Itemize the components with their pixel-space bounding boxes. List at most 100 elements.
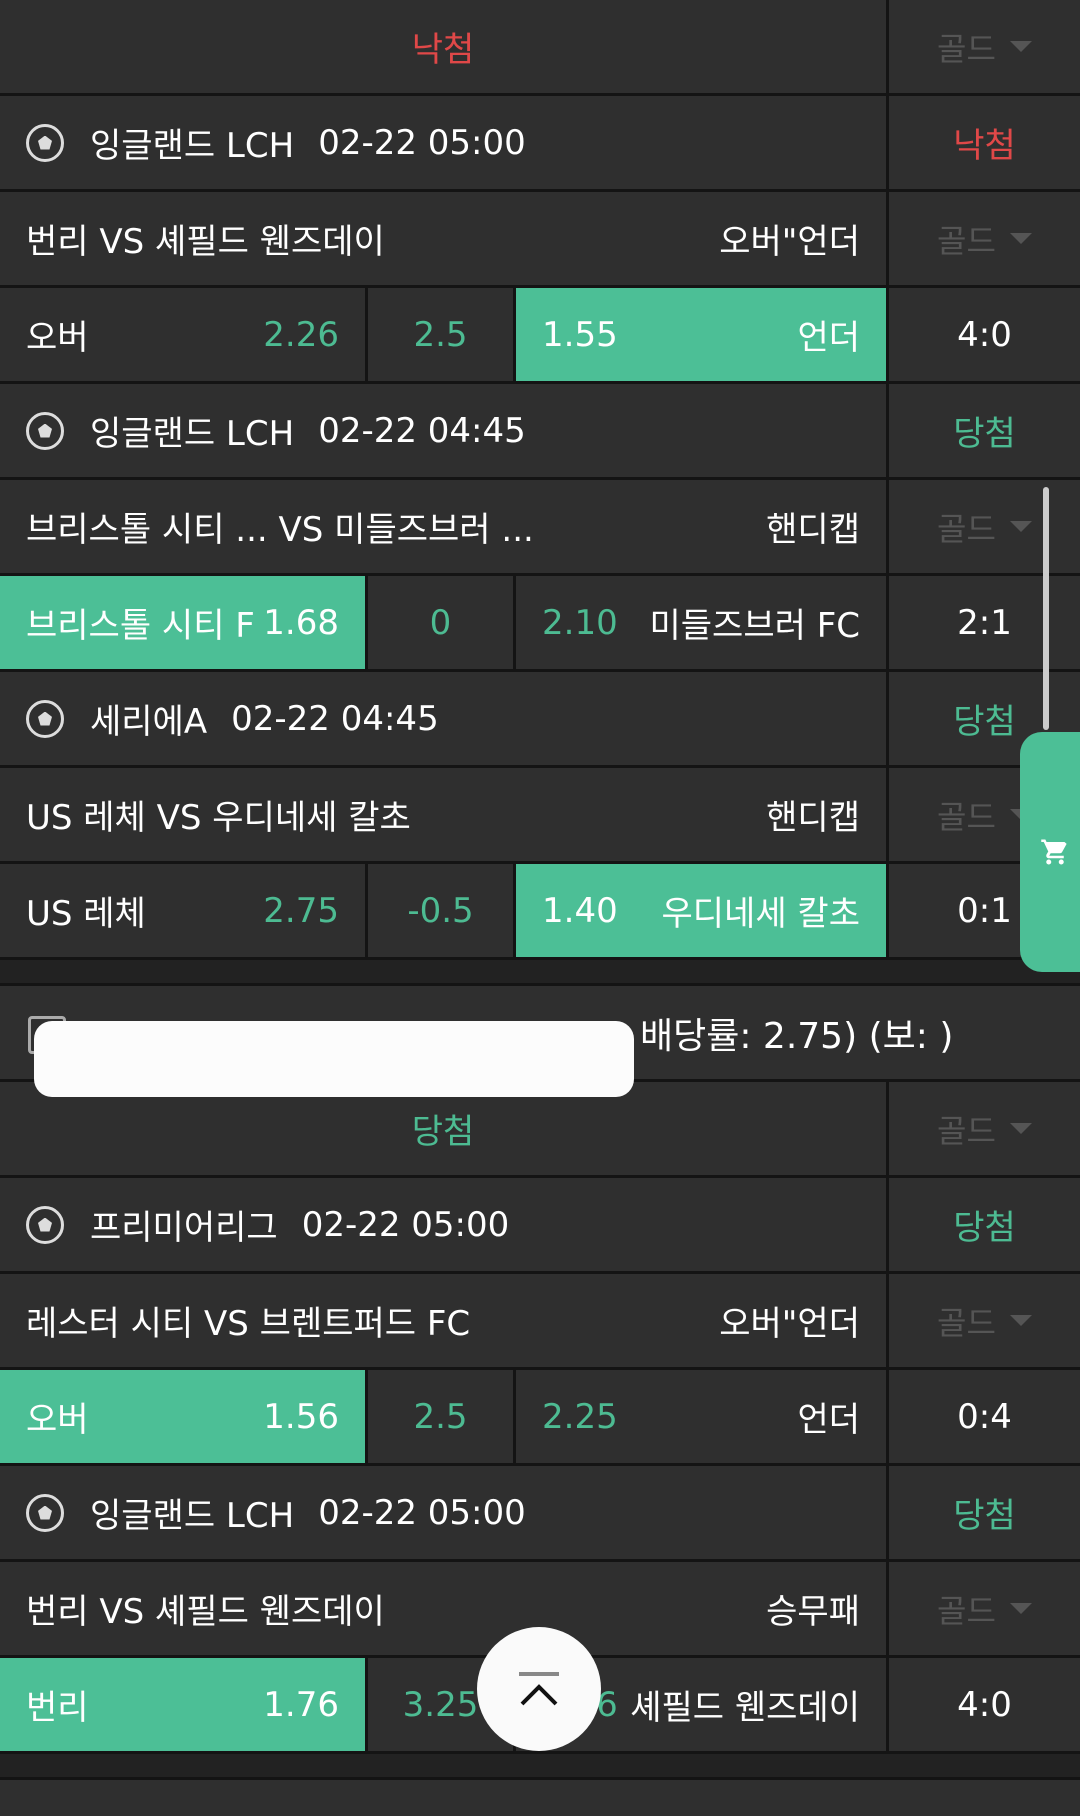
away-odds-button[interactable]: 1.55 언더 — [516, 288, 886, 381]
line-value[interactable]: -0.5 — [368, 864, 516, 957]
bet-league-row: 잉글랜드 LCH 02-22 04:45 당첨 — [0, 384, 1080, 480]
chevron-down-icon — [1009, 1603, 1032, 1614]
match-info: 번리 VS 셰필드 웬즈데이 오버"언더 — [0, 192, 889, 285]
scroll-to-top-button[interactable] — [477, 1627, 601, 1751]
soccer-ball-icon — [26, 1493, 64, 1532]
tier: 골드 — [889, 1562, 1080, 1655]
odds-cells: 오버 1.56 2.5 2.25 언더 — [0, 1370, 889, 1463]
scrollbar[interactable] — [1043, 487, 1049, 730]
away-odds: 1.40 — [542, 890, 618, 931]
scroll-to-top-icon — [519, 1672, 559, 1706]
home-name: 번리 — [26, 1688, 89, 1728]
home-odds-button[interactable]: 번리 1.76 — [0, 1658, 368, 1751]
tier: 골드 — [889, 1274, 1080, 1367]
tier-dropdown[interactable]: 골드 — [937, 216, 1032, 262]
league-name: 잉글랜드 LCH — [90, 126, 295, 166]
section-header: 낙첨 골드 — [0, 0, 1080, 96]
home-odds-button[interactable]: 오버 1.56 — [0, 1370, 368, 1463]
soccer-ball-icon — [26, 411, 64, 450]
odds-cells: 번리1.763.254.36셰필드 웬즈데이 — [0, 1658, 889, 1751]
market-type: 승무패 — [766, 1592, 860, 1632]
away-odds: 2.10 — [542, 602, 618, 643]
market-type: 오버"언더 — [719, 222, 860, 262]
home-odds: 1.68 — [263, 602, 339, 643]
bet-league-row: 세리에A 02-22 04:45 당첨 — [0, 672, 1080, 768]
league-name: 프리미어리그 — [90, 1208, 278, 1248]
market-type: 핸디캡 — [766, 510, 860, 550]
match-info: 브리스톨 시티 ... VS 미들즈브러 ... 핸디캡 — [0, 480, 889, 573]
bet-summary-row: 배당률: 2.75) (보: ) — [0, 986, 1080, 1097]
odds-cells: US 레체 2.75 -0.5 1.40 우디네세 칼초 — [0, 864, 889, 957]
line-value[interactable]: 0 — [368, 576, 516, 669]
league-name: 잉글랜드 LCH — [90, 414, 295, 454]
away-name: 언더 — [797, 1400, 860, 1440]
league-name: 세리에A — [90, 702, 208, 742]
match-name: 번리 VS 셰필드 웬즈데이 — [26, 222, 385, 262]
away-odds: 1.55 — [542, 314, 618, 355]
tier-dropdown[interactable]: 골드 — [937, 24, 1032, 70]
section-header: 당첨 골드 — [0, 1082, 1080, 1178]
bet-league-row: 잉글랜드 LCH 02-22 05:00 당첨 — [0, 1466, 1080, 1562]
line-value[interactable]: 2.5 — [368, 1370, 516, 1463]
match-time: 02-22 04:45 — [318, 410, 526, 451]
home-odds-button[interactable]: 오버 2.26 — [0, 288, 368, 381]
league-info: 프리미어리그 02-22 05:00 — [0, 1178, 889, 1271]
home-odds-button[interactable]: 브리스톨 시티 F 1.68 — [0, 576, 368, 669]
section-divider — [0, 1754, 1080, 1780]
line-value[interactable]: 2.5 — [368, 288, 516, 381]
bet-match-row: US 레체 VS 우디네세 칼초 핸디캡 골드 — [0, 768, 1080, 864]
tier-dropdown[interactable]: 골드 — [937, 504, 1032, 550]
soccer-ball-icon — [26, 699, 64, 738]
away-odds: 2.25 — [542, 1396, 618, 1437]
match-name: 레스터 시티 VS 브렌트퍼드 FC — [26, 1304, 471, 1344]
match-name: 브리스톨 시티 ... VS 미들즈브러 ... — [26, 510, 534, 550]
home-odds: 2.75 — [263, 890, 339, 931]
away-odds-button[interactable]: 2.25 언더 — [516, 1370, 886, 1463]
home-odds: 1.76 — [263, 1684, 339, 1725]
tier-dropdown[interactable]: 골드 — [937, 792, 1032, 838]
league-name: 잉글랜드 LCH — [90, 1496, 295, 1536]
section-tier: 골드 — [889, 0, 1080, 93]
home-odds-button[interactable]: US 레체 2.75 — [0, 864, 368, 957]
home-name: US 레체 — [26, 894, 146, 934]
tier-dropdown[interactable]: 골드 — [937, 1106, 1032, 1152]
bet-match-row: 레스터 시티 VS 브렌트퍼드 FC 오버"언더 골드 — [0, 1274, 1080, 1370]
tier-label: 골드 — [937, 221, 996, 260]
match-info: US 레체 VS 우디네세 칼초 핸디캡 — [0, 768, 889, 861]
cart-button[interactable] — [1020, 732, 1080, 972]
soccer-ball-icon — [26, 123, 64, 162]
bet-match-row: 번리 VS 셰필드 웬즈데이 오버"언더 골드 — [0, 192, 1080, 288]
section-tier: 골드 — [889, 1082, 1080, 1175]
away-name: 미들즈브러 FC — [649, 606, 860, 646]
match-name: US 레체 VS 우디네세 칼초 — [26, 798, 411, 838]
market-type: 핸디캡 — [766, 798, 860, 838]
odds-cells: 브리스톨 시티 F 1.68 0 2.10 미들즈브러 FC — [0, 576, 889, 669]
league-info: 세리에A 02-22 04:45 — [0, 672, 889, 765]
bet-summary-text: 배당률: 2.75) (보: ) — [640, 1015, 954, 1057]
odds-cells: 오버 2.26 2.5 1.55 언더 — [0, 288, 889, 381]
section-status: 당첨 — [0, 1082, 889, 1175]
away-name: 셰필드 웬즈데이 — [630, 1688, 860, 1728]
away-name: 언더 — [797, 318, 860, 358]
tier-label: 골드 — [937, 509, 996, 548]
league-info: 잉글랜드 LCH 02-22 05:00 — [0, 1466, 889, 1559]
redacted-area — [34, 1021, 634, 1097]
odds-row: US 레체 2.75 -0.5 1.40 우디네세 칼초 0:1 — [0, 864, 1080, 960]
tier-dropdown[interactable]: 골드 — [937, 1298, 1032, 1344]
chevron-down-icon — [1009, 521, 1032, 532]
chevron-down-icon — [1009, 233, 1032, 244]
match-time: 02-22 04:45 — [231, 698, 439, 739]
away-odds-button[interactable]: 2.10 미들즈브러 FC — [516, 576, 886, 669]
chevron-down-icon — [1009, 41, 1032, 52]
home-name: 오버 — [26, 1400, 89, 1440]
away-odds-button[interactable]: 1.40 우디네세 칼초 — [516, 864, 886, 957]
home-odds: 2.26 — [263, 314, 339, 355]
tier-dropdown[interactable]: 골드 — [937, 1586, 1032, 1632]
soccer-ball-icon — [26, 1205, 64, 1244]
bet-result: 낙첨 — [953, 126, 1016, 166]
bet-result: 당첨 — [953, 1208, 1016, 1248]
bet-league-row: 프리미어리그 02-22 05:00 당첨 — [0, 1178, 1080, 1274]
final-score: 4:0 — [957, 314, 1012, 355]
match-info: 번리 VS 셰필드 웬즈데이 승무패 — [0, 1562, 889, 1655]
